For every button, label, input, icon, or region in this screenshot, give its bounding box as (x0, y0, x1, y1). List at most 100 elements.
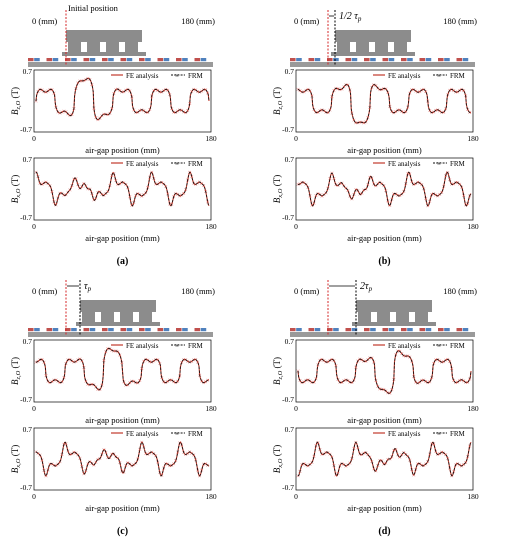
xtick-label: 180 (205, 404, 217, 413)
xtick-label: 180 (467, 134, 479, 143)
magnet-segment (407, 328, 413, 332)
ytick-label: 0.7 (285, 425, 295, 434)
mover-body (80, 300, 156, 312)
schematic-right-label: 180 (mm) (443, 16, 477, 26)
magnet-segment (163, 328, 170, 332)
ylabel: Bx,O (T) (10, 445, 22, 473)
magnet-segment (357, 58, 364, 62)
xlabel: air-gap position (mm) (85, 503, 160, 513)
magnet-segment (333, 328, 339, 332)
legend-fe-label: FE analysis (126, 342, 159, 350)
magnet-segment (407, 58, 413, 62)
legend-fe-label: FE analysis (388, 160, 421, 168)
magnet-segment (145, 328, 151, 332)
xtick-label: 180 (205, 134, 217, 143)
legend-frm-label: FRM (188, 72, 204, 80)
rail (28, 62, 213, 67)
xlabel: air-gap position (mm) (347, 415, 422, 425)
magnet-segment (345, 328, 352, 332)
magnet-segment (28, 328, 34, 332)
magnet-segment (413, 58, 419, 62)
chart-z: 0.7 -0.70 180 air-gap position (mm) Bz,O (T)… (10, 337, 217, 425)
magnet-segment (345, 58, 352, 62)
chart-z: 0.7 -0.70 180 air-gap position (mm) Bz,O (T)… (10, 67, 217, 155)
magnet-segment (357, 328, 364, 332)
offset-label: τp (84, 281, 92, 293)
xlabel: air-gap position (mm) (85, 145, 160, 155)
schematic: 0 (mm) 180 (mm) 2τp (290, 280, 477, 337)
ylabel: Bx,O (T) (10, 175, 22, 203)
xtick-label: 0 (294, 404, 298, 413)
ytick-label: 0.7 (285, 155, 295, 164)
magnet-segment (58, 328, 65, 332)
magnet-segment (65, 58, 71, 62)
magnet-segment (413, 328, 419, 332)
panel-label: (b) (378, 256, 390, 267)
chart-x: 0.7 -0.70 180 air-gap position (mm) Bx,O (T)… (10, 155, 217, 243)
magnet-segment (302, 58, 308, 62)
magnet-segment (114, 328, 120, 332)
mover-base (62, 52, 146, 56)
chart-z: 0.7 -0.70 180 air-gap position (mm) Bz,O (T)… (272, 67, 479, 155)
ytick-label: 0.7 (285, 337, 295, 346)
xlabel: air-gap position (mm) (85, 415, 160, 425)
magnet-segment (83, 58, 90, 62)
ytick-label: -0.7 (282, 213, 294, 222)
magnet-segment (169, 58, 176, 62)
xlabel: air-gap position (mm) (347, 233, 422, 243)
magnet-segment (308, 58, 315, 62)
ytick-label: 0.7 (285, 67, 295, 76)
legend-fe-label: FE analysis (126, 160, 159, 168)
magnet-segment (132, 58, 139, 62)
magnet-segment (401, 58, 407, 62)
ytick-label: 0.7 (23, 155, 33, 164)
magnet-segment (200, 58, 207, 62)
magnet-segment (169, 328, 176, 332)
magnet-segment (450, 58, 456, 62)
ytick-label: 0.7 (23, 67, 33, 76)
magnet-segment (108, 58, 114, 62)
chart-z: 0.7 -0.70 180 air-gap position (mm) Bz,O (T)… (272, 337, 479, 425)
magnet-segment (296, 58, 302, 62)
magnet-segment (176, 328, 182, 332)
offset-label: Initial position (68, 3, 119, 13)
magnet-segment (320, 58, 327, 62)
mover-body (335, 30, 411, 42)
magnet-segment (388, 58, 395, 62)
magnet-segment (163, 58, 170, 62)
magnet-segment (71, 58, 77, 62)
magnet-segment (382, 58, 389, 62)
magnet-segment (139, 328, 145, 332)
magnet-segment (188, 58, 194, 62)
offset-label: 1/2 τp (339, 11, 362, 23)
xtick-label: 0 (294, 492, 298, 501)
magnet-segment (120, 58, 127, 62)
magnet-segment (34, 58, 40, 62)
ytick-label: -0.7 (282, 395, 294, 404)
magnet-segment (364, 328, 370, 332)
magnet-segment (132, 328, 139, 332)
rail (290, 62, 475, 67)
ytick-label: -0.7 (282, 483, 294, 492)
xtick-label: 180 (205, 492, 217, 501)
schematic: 0 (mm) 180 (mm) 1/2 τp (290, 10, 477, 67)
schematic-left-label: 0 (mm) (294, 286, 319, 296)
magnet-segment (462, 328, 469, 332)
plot-frame (33, 339, 212, 403)
frm-line (35, 441, 210, 477)
magnet-segment (83, 328, 90, 332)
magnet-segment (333, 58, 339, 62)
magnet-segment (28, 58, 34, 62)
legend-frm-label: FRM (450, 72, 466, 80)
magnet-segment (120, 328, 127, 332)
magnet-segment (176, 58, 182, 62)
legend-frm-label: FRM (450, 430, 466, 438)
mover-base (76, 322, 160, 326)
magnet-segment (351, 328, 358, 332)
magnet-segment (444, 58, 450, 62)
magnet-segment (450, 328, 456, 332)
magnet-segment (34, 328, 40, 332)
ylabel: Bx,O (T) (272, 175, 284, 203)
xtick-label: 0 (32, 134, 36, 143)
